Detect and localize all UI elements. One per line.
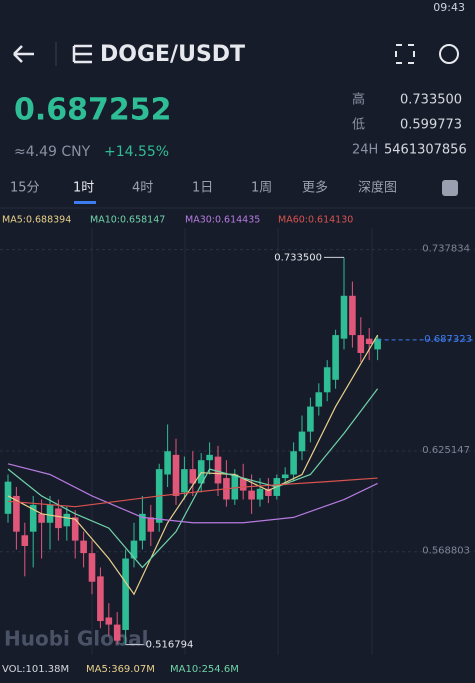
candle-body (181, 469, 188, 493)
candle-body (122, 558, 129, 630)
tab[interactable]: 15分 (10, 181, 40, 196)
candle-body (231, 474, 239, 500)
candle-body (71, 517, 79, 541)
tab[interactable]: 1日 (192, 181, 213, 196)
candle-body (172, 454, 180, 496)
min-label: 0.516794 (146, 640, 194, 651)
ma-line (7, 388, 379, 569)
stat-value: 0.733500 (400, 93, 462, 108)
ma-line (7, 334, 379, 596)
candle-body (38, 513, 45, 523)
tab[interactable]: 深度图 (358, 180, 397, 196)
candle-body (97, 576, 104, 622)
candle-body (13, 495, 20, 532)
volume-ma-label: MA10:254.6M (170, 664, 239, 675)
y-tick-label: 0.568803 (422, 546, 470, 557)
candle-body (239, 478, 247, 491)
tab[interactable]: 4时 (132, 181, 153, 196)
candle-body (46, 504, 54, 523)
candle-body (4, 481, 12, 514)
candle-body (88, 553, 96, 582)
candle-body (349, 295, 356, 336)
candle-body (340, 295, 348, 339)
max-label: 0.733500 (274, 252, 322, 263)
settings-icon[interactable] (442, 180, 458, 196)
candle-body (365, 338, 373, 345)
stat-label: 高 (352, 92, 365, 108)
candle-body (21, 535, 29, 546)
cny-price: ≈4.49 CNY (14, 144, 91, 160)
candle-body (265, 488, 272, 496)
candle-body (29, 504, 37, 532)
stat-value: 5461307856 (384, 143, 467, 158)
last-price: 0.687252 (14, 93, 172, 128)
candle-body (256, 488, 264, 500)
candle-body (164, 451, 171, 475)
candle-body (147, 517, 155, 532)
candle-body (307, 406, 314, 432)
back-button[interactable] (13, 45, 34, 63)
tab[interactable]: 1周 (251, 181, 272, 196)
tab-underline (74, 201, 96, 204)
candle-body (130, 540, 138, 559)
stat-value: 0.599773 (400, 118, 462, 133)
status-time: 09:43 (433, 1, 465, 14)
tab[interactable]: 更多 (302, 180, 328, 196)
last-price-label: 0.687323 (424, 334, 472, 345)
candle-body (290, 451, 297, 475)
y-tick-label: 0.625147 (422, 445, 470, 456)
candle-body (214, 456, 222, 484)
candle-body (113, 624, 121, 641)
ma-legend: MA30:0.614435 (185, 215, 260, 226)
candle-body (105, 617, 113, 625)
edit-icon[interactable] (439, 44, 459, 64)
tab-active[interactable]: 1时 (73, 181, 94, 196)
scan-icon[interactable] (395, 44, 415, 64)
candle-body (55, 508, 62, 529)
candle-body (315, 392, 323, 407)
candle-body (80, 540, 87, 554)
candle-body (298, 431, 306, 452)
stat-label: 低 (352, 118, 365, 133)
candle-body (332, 335, 339, 380)
volume-label: VOL:101.38M (2, 664, 69, 675)
candle-body (206, 454, 213, 461)
menu-icon[interactable] (72, 44, 92, 64)
candle-body (357, 335, 365, 353)
ma-line (7, 477, 378, 508)
ma-line (7, 463, 378, 524)
stat-label: 24H (352, 143, 378, 158)
y-tick-label: 0.737834 (422, 244, 470, 255)
candle-body (248, 490, 255, 500)
candle-body (63, 513, 71, 527)
ma-legend: MA60:0.614130 (278, 215, 353, 226)
candle-body (139, 513, 146, 541)
pair-title: DOGE/USDT (100, 42, 245, 67)
volume-ma-label: MA5:369.07M (86, 664, 155, 675)
candle-body (374, 338, 381, 350)
price-change: +14.55% (104, 144, 169, 160)
candle-body (189, 469, 197, 484)
ma-legend: MA10:0.658147 (90, 215, 165, 226)
candle-body (323, 367, 331, 393)
candle-body (281, 474, 289, 479)
candle-body (197, 460, 205, 484)
watermark: Huobi Global (4, 627, 149, 651)
ma-legend: MA5:0.688394 (2, 215, 71, 226)
